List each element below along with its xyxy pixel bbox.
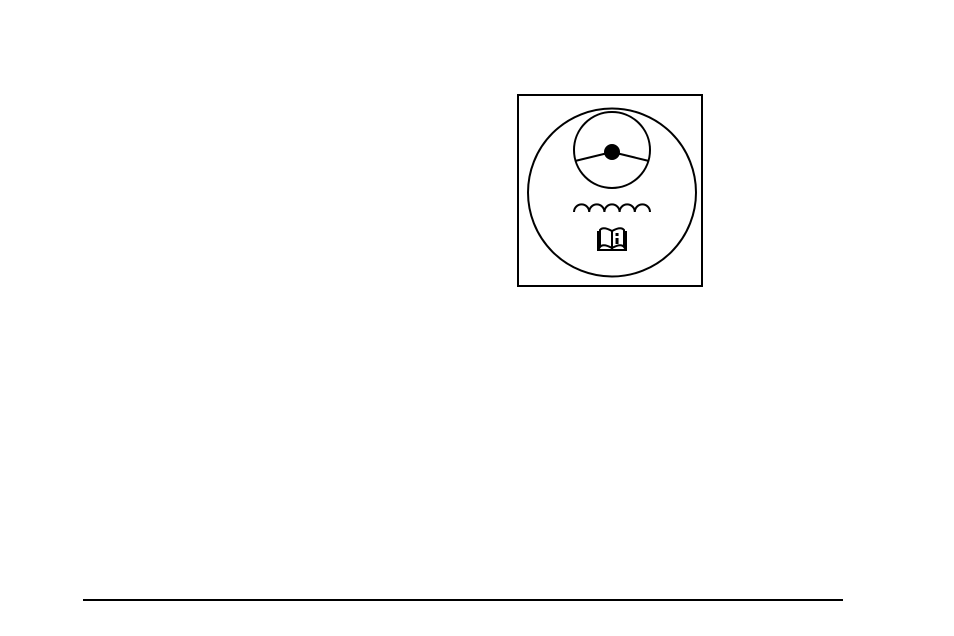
wave-icon (574, 204, 650, 212)
diagram-frame (517, 94, 703, 287)
outer-circle (528, 109, 696, 277)
diagram-svg (519, 96, 705, 289)
steering-wheel-hub (604, 144, 620, 160)
page-divider (83, 599, 843, 601)
info-stem (616, 238, 619, 244)
info-dot (616, 233, 619, 236)
page-canvas (0, 0, 954, 636)
book-left-page (600, 228, 612, 248)
